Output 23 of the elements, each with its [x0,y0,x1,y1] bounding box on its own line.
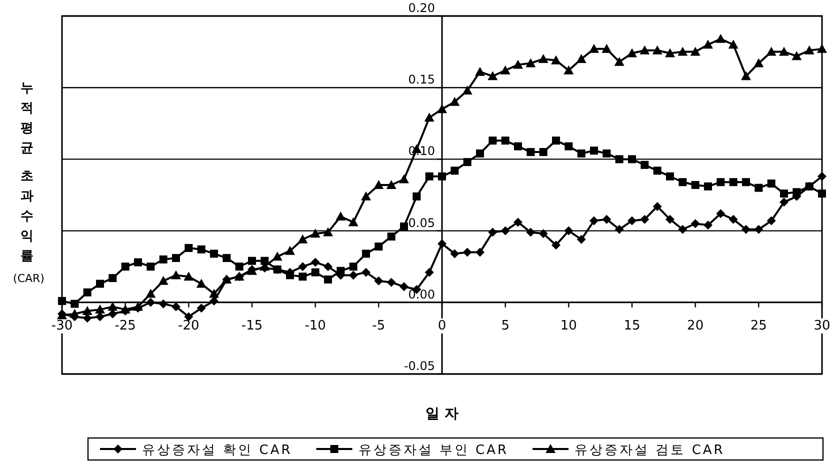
y-tick-label: 0.00 [408,287,435,302]
y-tick-label: 0.05 [408,216,435,230]
x-tick-label: -10 [304,318,326,334]
y-tick-label: 0.20 [408,1,435,15]
x-tick-label: -20 [178,318,200,334]
x-tick-label: 5 [501,318,510,334]
text: 누적평균 초과수익률 (CAR) [13,81,44,285]
legend-label: 유상증자설 검토 CAR [574,443,725,458]
x-tick-label: 10 [560,318,577,334]
x-axis-title: 일 자 [426,406,458,422]
x-tick-label: 0 [438,318,446,334]
y-tick-label: 0.15 [408,72,435,87]
x-tick-label: 15 [624,318,640,334]
legend-label: 유상증자설 확인 CAR [142,443,292,458]
x-tick-label: -30 [51,318,73,334]
x-tick-label: 20 [687,318,704,334]
legend-label: 유상증자설 부인 CAR [358,443,509,458]
x-tick-label: -5 [372,318,386,334]
x-tick-label: 30 [814,318,830,334]
x-tick-label: 25 [750,318,767,334]
y-tick-label: -0.05 [404,359,435,373]
x-tick-label: -15 [241,318,263,334]
x-tick-label: -25 [114,318,136,334]
